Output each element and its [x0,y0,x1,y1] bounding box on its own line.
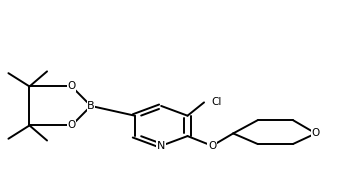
Text: N: N [157,141,165,151]
Text: O: O [68,120,76,130]
Text: O: O [312,128,320,138]
Text: Cl: Cl [211,97,222,107]
Text: O: O [68,82,76,91]
Text: O: O [208,141,216,151]
Text: B: B [87,101,95,111]
